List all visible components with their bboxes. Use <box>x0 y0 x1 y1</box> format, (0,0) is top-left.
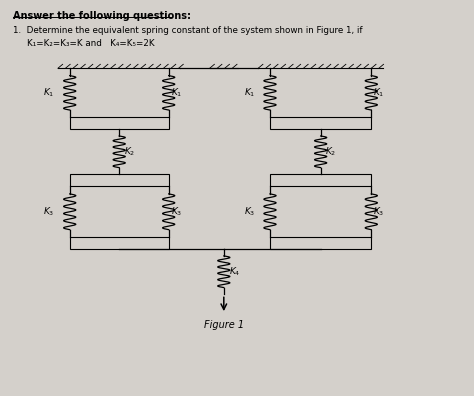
Text: $K_3$: $K_3$ <box>244 206 255 218</box>
Text: $K_3$: $K_3$ <box>171 206 182 218</box>
Text: Figure 1: Figure 1 <box>204 320 244 330</box>
Text: 1.  Determine the equivalent spring constant of the system shown in Figure 1, if: 1. Determine the equivalent spring const… <box>13 26 363 35</box>
Text: $K_1$: $K_1$ <box>373 87 384 99</box>
Text: $K_1$: $K_1$ <box>43 87 55 99</box>
Text: $K_2$: $K_2$ <box>325 146 337 158</box>
Text: $K_4$: $K_4$ <box>229 265 241 278</box>
Text: $K_3$: $K_3$ <box>373 206 384 218</box>
Text: $K_1$: $K_1$ <box>171 87 182 99</box>
Text: $K_3$: $K_3$ <box>43 206 55 218</box>
Text: Answer the following questions:: Answer the following questions: <box>13 11 191 21</box>
Text: $K_2$: $K_2$ <box>124 146 135 158</box>
Text: $K_1$: $K_1$ <box>244 87 255 99</box>
Text: K₁=K₂=K₃=K and   K₄=K₅=2K: K₁=K₂=K₃=K and K₄=K₅=2K <box>27 39 155 48</box>
